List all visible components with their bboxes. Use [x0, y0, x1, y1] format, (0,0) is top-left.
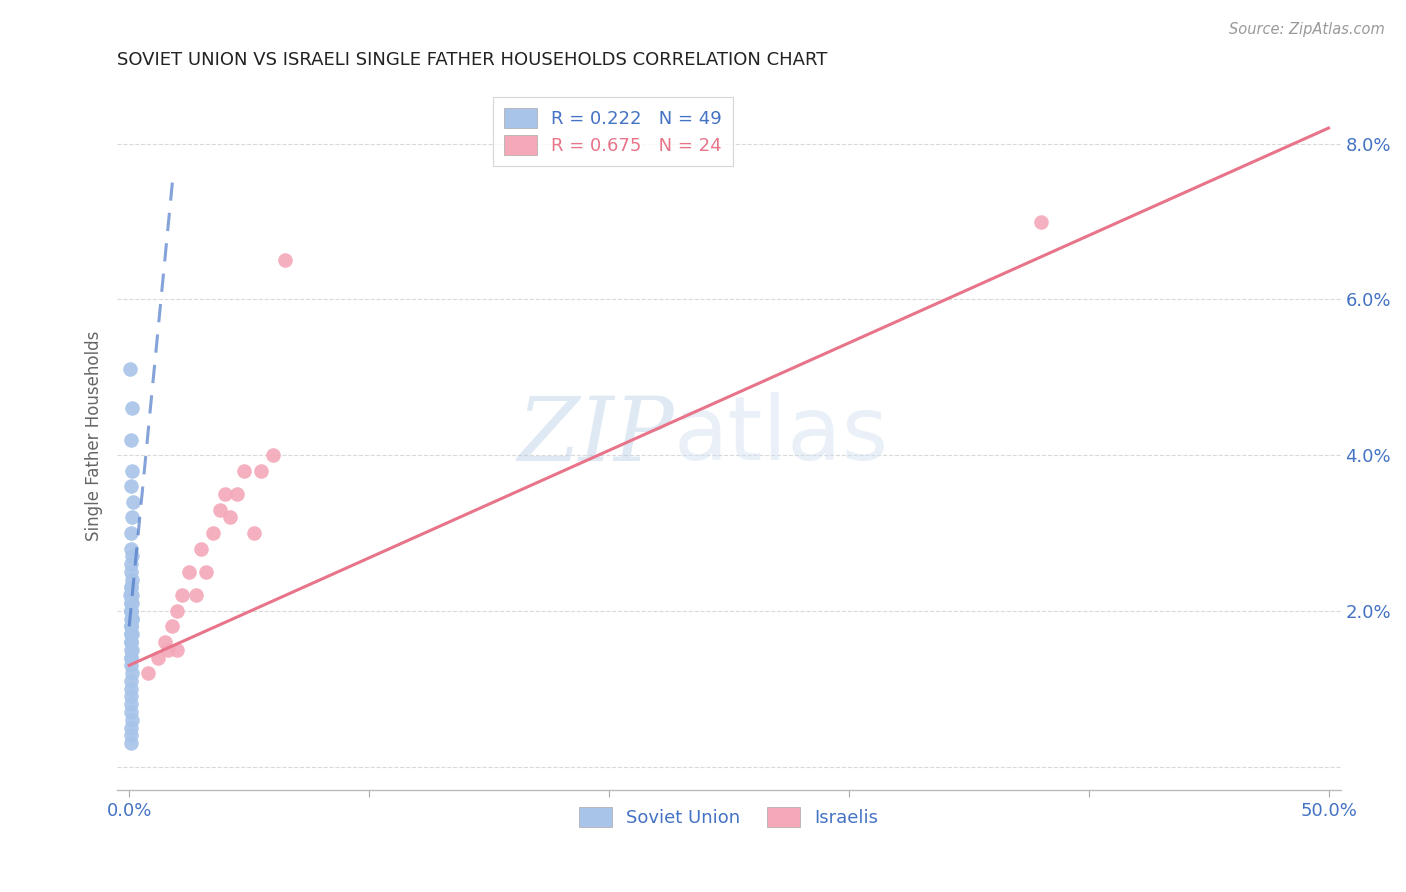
Point	[120, 557, 142, 571]
Point	[250, 464, 273, 478]
Point	[219, 510, 242, 524]
Point	[120, 588, 142, 602]
Point	[121, 573, 143, 587]
Point	[274, 253, 297, 268]
Text: SOVIET UNION VS ISRAELI SINGLE FATHER HOUSEHOLDS CORRELATION CHART: SOVIET UNION VS ISRAELI SINGLE FATHER HO…	[117, 51, 828, 69]
Point	[120, 635, 142, 649]
Point	[120, 635, 142, 649]
Point	[120, 627, 142, 641]
Point	[121, 612, 143, 626]
Point	[214, 487, 236, 501]
Point	[120, 525, 142, 540]
Point	[120, 619, 142, 633]
Point	[166, 604, 188, 618]
Point	[121, 495, 143, 509]
Point	[120, 721, 142, 735]
Point	[226, 487, 249, 501]
Point	[153, 635, 176, 649]
Point	[120, 565, 142, 579]
Point	[156, 642, 179, 657]
Point	[120, 362, 142, 376]
Point	[120, 698, 142, 712]
Point	[121, 612, 143, 626]
Point	[120, 541, 142, 556]
Point	[120, 604, 142, 618]
Point	[194, 565, 217, 579]
Point	[179, 565, 201, 579]
Point	[243, 525, 266, 540]
Point	[186, 588, 208, 602]
Point	[202, 525, 225, 540]
Point	[120, 433, 142, 447]
Point	[120, 596, 142, 610]
Point	[120, 658, 142, 673]
Point	[121, 401, 143, 416]
Point	[120, 736, 142, 750]
Point	[146, 650, 169, 665]
Point	[233, 464, 256, 478]
Point	[120, 705, 142, 719]
Point	[162, 619, 184, 633]
Point	[121, 464, 143, 478]
Text: Source: ZipAtlas.com: Source: ZipAtlas.com	[1229, 22, 1385, 37]
Point	[120, 619, 142, 633]
Point	[262, 448, 284, 462]
Point	[121, 510, 143, 524]
Y-axis label: Single Father Households: Single Father Households	[86, 330, 103, 541]
Point	[120, 681, 142, 696]
Point	[120, 604, 142, 618]
Point	[166, 642, 188, 657]
Point	[120, 612, 142, 626]
Point	[121, 549, 143, 564]
Point	[121, 713, 143, 727]
Point	[120, 728, 142, 742]
Point	[121, 588, 143, 602]
Legend: Soviet Union, Israelis: Soviet Union, Israelis	[572, 800, 886, 834]
Point	[121, 627, 143, 641]
Point	[120, 479, 142, 493]
Point	[120, 627, 142, 641]
Point	[1029, 214, 1052, 228]
Point	[138, 666, 160, 681]
Point	[120, 619, 142, 633]
Point	[120, 650, 142, 665]
Point	[121, 642, 143, 657]
Text: atlas: atlas	[673, 392, 889, 479]
Point	[120, 690, 142, 704]
Point	[120, 581, 142, 595]
Point	[120, 596, 142, 610]
Text: ZIP: ZIP	[517, 392, 673, 479]
Point	[120, 650, 142, 665]
Point	[120, 604, 142, 618]
Point	[209, 502, 232, 516]
Point	[121, 596, 143, 610]
Point	[120, 581, 142, 595]
Point	[170, 588, 193, 602]
Point	[120, 642, 142, 657]
Point	[121, 666, 143, 681]
Point	[190, 541, 212, 556]
Point	[120, 673, 142, 688]
